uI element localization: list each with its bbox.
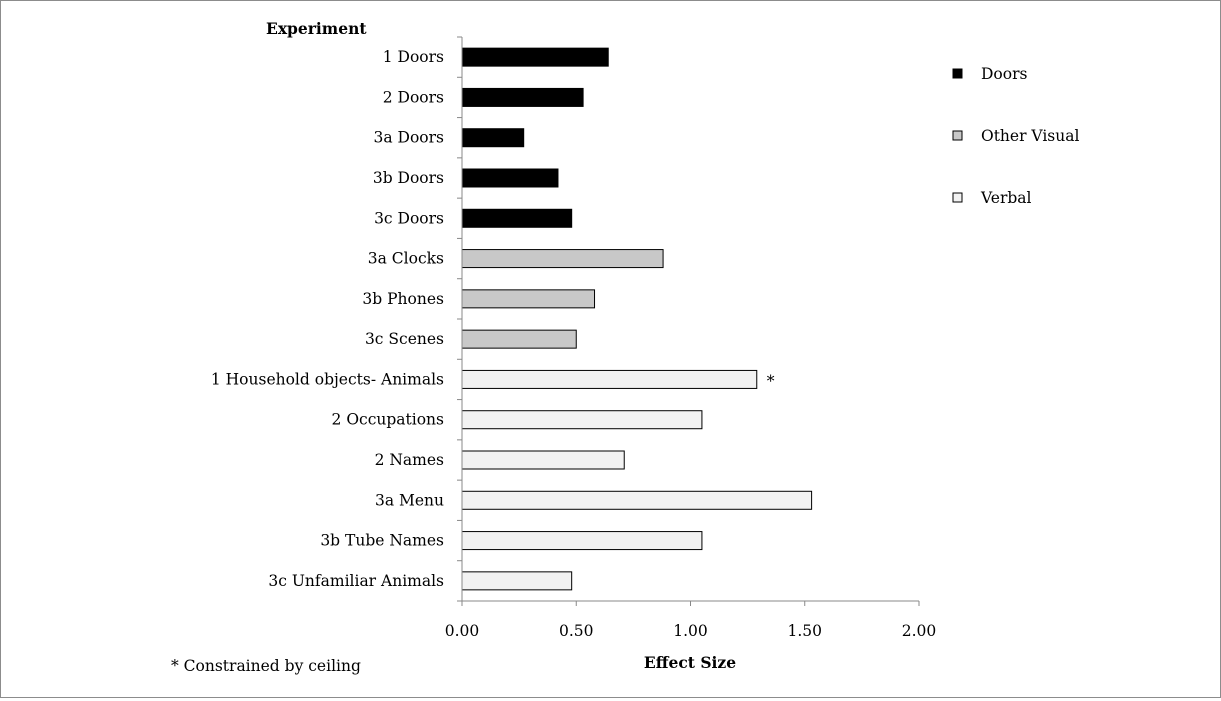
bar-2-doors <box>461 87 584 107</box>
x-tick-label: 1.50 <box>787 622 822 640</box>
category-label-3a-doors: 3a Doors <box>374 129 445 147</box>
category-label-3b-phones: 3b Phones <box>362 290 444 308</box>
category-label-1-household-objects-animals: 1 Household objects- Animals <box>211 370 444 388</box>
category-label-3c-scenes: 3c Scenes <box>365 330 444 348</box>
x-tick-label: 1.00 <box>673 622 708 640</box>
bars-group <box>461 47 813 591</box>
bar-3a-clocks <box>461 249 664 269</box>
x-tick-label: 0.00 <box>445 622 480 640</box>
legend-label-doors: Doors <box>981 65 1028 83</box>
category-label-3c-unfamiliar-animals: 3c Unfamiliar Animals <box>268 572 444 590</box>
bar-3a-menu <box>461 490 813 510</box>
bar-3c-scenes <box>461 329 577 349</box>
category-axis-title: Experiment <box>266 19 367 38</box>
legend-label-verbal: Verbal <box>980 189 1032 207</box>
category-label-1-doors: 1 Doors <box>383 48 444 66</box>
bar-3b-phones <box>461 289 596 309</box>
legend-swatch-doors <box>952 68 963 79</box>
category-label-3a-clocks: 3a Clocks <box>368 250 444 268</box>
bar-3c-doors <box>461 208 573 228</box>
legend-swatch-other-visual <box>952 130 963 141</box>
category-label-2-names: 2 Names <box>375 451 444 469</box>
bar-1-doors <box>461 47 609 67</box>
bar-3b-tube-names <box>461 531 703 551</box>
category-label-3b-doors: 3b Doors <box>373 169 444 187</box>
bar-3c-unfamiliar-animals <box>461 571 573 591</box>
legend-label-other-visual: Other Visual <box>981 127 1079 145</box>
legend-swatch-verbal <box>952 192 963 203</box>
x-tick-label: 0.50 <box>559 622 594 640</box>
category-label-3a-menu: 3a Menu <box>375 491 444 509</box>
bar-2-occupations <box>461 410 703 430</box>
bar-2-names <box>461 450 625 470</box>
category-labels: 1 Doors 2 Doors 3a Doors 3b Doors 3c Doors 3a… <box>211 48 444 590</box>
annotation-asterisk: * <box>767 372 775 390</box>
x-tick-label: 2.00 <box>902 622 937 640</box>
category-label-2-occupations: 2 Occupations <box>332 411 445 429</box>
x-axis-title: Effect Size <box>644 653 736 672</box>
bar-3a-doors <box>461 128 525 148</box>
bar-3b-doors <box>461 168 559 188</box>
footnote: * Constrained by ceiling <box>171 657 361 675</box>
bar-1-household-objects-animals <box>461 369 758 389</box>
legend: Doors Other Visual Verbal <box>952 65 1079 207</box>
category-label-2-doors: 2 Doors <box>383 88 444 106</box>
category-label-3b-tube-names: 3b Tube Names <box>320 532 444 550</box>
x-axis: 0.00 0.50 1.00 1.50 2.00 <box>445 36 937 640</box>
category-label-3c-doors: 3c Doors <box>374 209 444 227</box>
annotations: * <box>767 372 775 390</box>
